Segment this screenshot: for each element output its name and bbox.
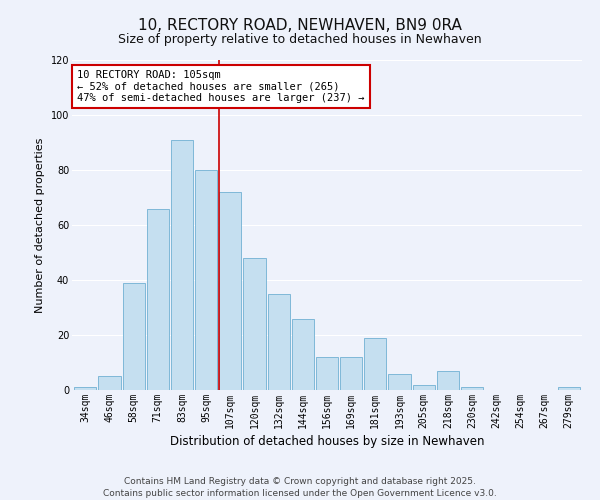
Bar xyxy=(557,387,580,390)
Bar xyxy=(340,357,362,390)
Text: 10, RECTORY ROAD, NEWHAVEN, BN9 0RA: 10, RECTORY ROAD, NEWHAVEN, BN9 0RA xyxy=(138,18,462,32)
Bar xyxy=(316,357,338,390)
Text: 10 RECTORY ROAD: 105sqm
← 52% of detached houses are smaller (265)
47% of semi-d: 10 RECTORY ROAD: 105sqm ← 52% of detache… xyxy=(77,70,365,103)
Y-axis label: Number of detached properties: Number of detached properties xyxy=(35,138,45,312)
Bar xyxy=(364,338,386,390)
Bar xyxy=(195,170,217,390)
Bar xyxy=(413,384,435,390)
Bar xyxy=(219,192,241,390)
Bar xyxy=(122,283,145,390)
Bar xyxy=(244,258,266,390)
Bar xyxy=(171,140,193,390)
Text: Contains HM Land Registry data © Crown copyright and database right 2025.
Contai: Contains HM Land Registry data © Crown c… xyxy=(103,476,497,498)
Text: Size of property relative to detached houses in Newhaven: Size of property relative to detached ho… xyxy=(118,32,482,46)
Bar xyxy=(98,376,121,390)
Bar xyxy=(268,294,290,390)
Bar xyxy=(292,318,314,390)
Bar xyxy=(146,208,169,390)
Bar xyxy=(74,387,97,390)
Bar xyxy=(461,387,483,390)
Bar xyxy=(388,374,410,390)
Bar xyxy=(437,371,459,390)
X-axis label: Distribution of detached houses by size in Newhaven: Distribution of detached houses by size … xyxy=(170,435,484,448)
